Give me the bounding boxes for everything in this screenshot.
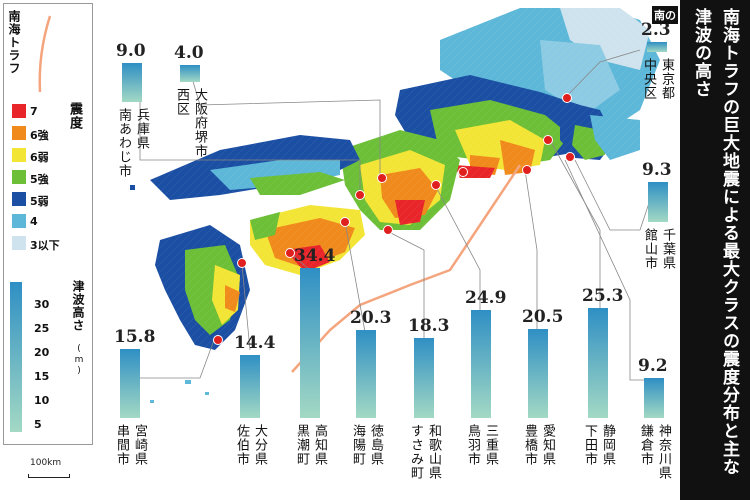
intensity-swatch — [12, 104, 26, 118]
tsunami-bar — [647, 41, 667, 52]
nankai-trough-line — [291, 164, 522, 373]
tsunami-height-value: 9.0 — [116, 40, 146, 61]
intensity-swatch — [12, 126, 26, 140]
city-label: 串間市 — [114, 424, 129, 466]
tsunami-bar — [588, 307, 608, 418]
intensity-swatch — [12, 192, 26, 206]
prefecture-label: 徳島県 — [368, 424, 383, 466]
tsunami-legend-title: 津波高さ — [71, 280, 85, 332]
clipped-title-fragment: 南の — [652, 6, 678, 24]
city-label: 館山市 — [642, 228, 657, 270]
figure-title: 南海トラフの巨大地震による最大クラスの震度分布と主な津波の高さ — [691, 8, 739, 476]
tsunami-bar — [120, 349, 140, 418]
city-label: 豊橋市 — [522, 424, 537, 466]
prefecture-label: 静岡県 — [600, 424, 615, 466]
intensity-label: 5強 — [30, 173, 49, 186]
intensity-label: 4 — [30, 215, 38, 228]
city-label: 黒潮町 — [294, 424, 309, 466]
tsunami-height-value: 15.8 — [114, 327, 156, 348]
tsunami-legend-unit: (m) — [74, 344, 84, 377]
tsunami-bar — [471, 309, 491, 418]
prefecture-label: 東京都 — [659, 58, 674, 100]
scale-bar-label: 100km — [30, 458, 62, 468]
tsunami-tick-label: 25 — [34, 322, 50, 335]
tsunami-height-colorbar — [10, 282, 22, 432]
title-panel — [680, 0, 750, 500]
city-label: 南あわじ市 — [116, 108, 131, 178]
prefecture-label: 神奈川県 — [656, 424, 671, 480]
tsunami-tick-label: 10 — [34, 394, 50, 407]
tsunami-height-value: 18.3 — [408, 316, 450, 337]
intensity-label: 5弱 — [30, 195, 49, 208]
city-label: すさみ町 — [408, 424, 423, 480]
tsunami-bar — [122, 62, 142, 102]
intensity-label: 6弱 — [30, 151, 49, 164]
tsunami-height-value: 34.4 — [294, 246, 336, 267]
tsunami-tick-label: 20 — [34, 346, 50, 359]
tsunami-bar — [300, 268, 320, 418]
tsunami-height-value: 24.9 — [465, 287, 507, 308]
prefecture-label: 和歌山県 — [426, 424, 441, 480]
tsunami-bar — [648, 181, 668, 222]
scale-bar — [28, 474, 70, 478]
tsunami-tick-label: 15 — [34, 370, 50, 383]
prefecture-label: 高知県 — [312, 424, 327, 466]
tsunami-bar — [528, 328, 548, 418]
trough-legend-swatch — [38, 15, 52, 93]
tsunami-bar — [644, 377, 664, 418]
prefecture-label: 大分県 — [252, 424, 267, 466]
tsunami-height-value: 14.4 — [234, 333, 276, 354]
tsunami-bar — [414, 338, 434, 418]
prefecture-label: 千葉県 — [660, 228, 675, 270]
tsunami-bar — [180, 64, 200, 82]
tsunami-height-value: 20.5 — [522, 306, 564, 327]
city-label: 西区 — [174, 88, 189, 116]
prefecture-label: 宮崎県 — [132, 424, 147, 466]
prefecture-label: 愛知県 — [540, 424, 555, 466]
intensity-label: 3以下 — [30, 239, 60, 252]
tsunami-height-value: 20.3 — [350, 307, 392, 328]
intensity-label: 7 — [30, 105, 38, 118]
legend-panel: 南海トラフ 震度 7 6強 6弱 5強 5弱 4 3以下 30 25 20 15 10 5 津波高さ … — [3, 3, 93, 445]
prefecture-label: 三重県 — [483, 424, 498, 466]
tsunami-bar — [240, 355, 260, 418]
intensity-swatch — [12, 148, 26, 162]
intensity-label: 6強 — [30, 129, 49, 142]
intensity-swatch — [12, 214, 26, 228]
city-label: 鳥羽市 — [465, 424, 480, 466]
trough-legend-label: 南海トラフ — [7, 10, 21, 75]
city-label: 鎌倉市 — [638, 424, 653, 466]
tsunami-height-value: 4.0 — [174, 42, 204, 63]
tsunami-height-value: 2.3 — [641, 19, 671, 40]
prefecture-label: 大阪府堺市 — [192, 88, 207, 158]
tsunami-height-value: 25.3 — [582, 285, 624, 306]
intensity-swatch — [12, 170, 26, 184]
city-label: 佐伯市 — [234, 424, 249, 466]
tsunami-tick-label: 30 — [34, 298, 50, 311]
tsunami-tick-label: 5 — [34, 418, 42, 431]
tsunami-height-value: 9.2 — [638, 355, 668, 376]
intensity-legend-title: 震度 — [67, 102, 82, 130]
prefecture-label: 兵庫県 — [134, 108, 149, 150]
city-label: 下田市 — [582, 424, 597, 466]
city-label: 中央区 — [641, 58, 656, 100]
location-markers — [213, 93, 575, 345]
tsunami-height-value: 9.3 — [642, 159, 672, 180]
intensity-swatch — [12, 236, 26, 250]
tsunami-bar — [356, 329, 376, 418]
city-label: 海陽町 — [350, 424, 365, 466]
